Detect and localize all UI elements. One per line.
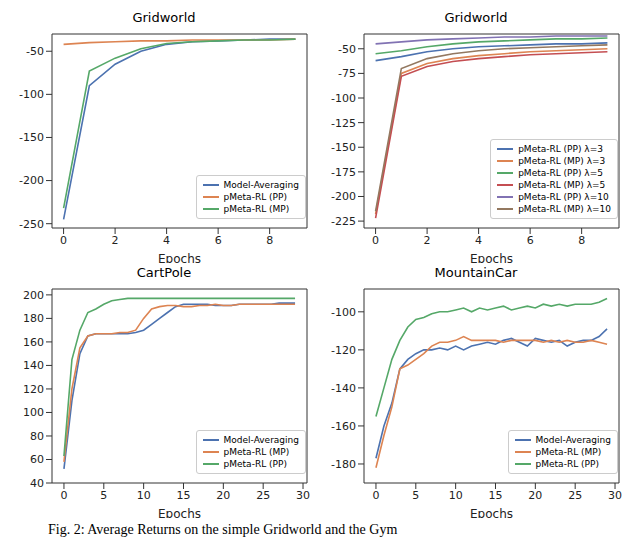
svg-text:2: 2 bbox=[112, 234, 119, 247]
svg-text:120: 120 bbox=[23, 383, 44, 396]
html-text:pMeta-RL (PP): pMeta-RL (PP) bbox=[223, 192, 287, 202]
html-text:pMeta-RL (MP): pMeta-RL (MP) bbox=[223, 447, 290, 457]
html-text:pMeta-RL (MP): pMeta-RL (MP) bbox=[535, 447, 602, 457]
html-text:pMeta-RL (PP) λ=3: pMeta-RL (PP) λ=3 bbox=[518, 144, 603, 154]
svg-text:5: 5 bbox=[412, 489, 419, 502]
svg-text:-175: -175 bbox=[331, 166, 356, 179]
svg-text:100: 100 bbox=[23, 406, 44, 419]
svg-text:Epochs: Epochs bbox=[158, 252, 201, 263]
svg-text:-120: -120 bbox=[331, 344, 356, 357]
svg-text:8: 8 bbox=[578, 234, 585, 247]
html-text:Gridworld: Gridworld bbox=[444, 10, 508, 25]
html-text:Model-Averaging: Model-Averaging bbox=[223, 180, 299, 190]
html-text:pMeta-RL (MP) λ=3: pMeta-RL (MP) λ=3 bbox=[518, 156, 606, 166]
svg-text:6: 6 bbox=[527, 234, 534, 247]
svg-text:-200: -200 bbox=[19, 174, 44, 187]
svg-text:6: 6 bbox=[215, 234, 222, 247]
svg-text:2: 2 bbox=[424, 234, 431, 247]
svg-text:Epochs: Epochs bbox=[470, 252, 513, 263]
svg-text:-125: -125 bbox=[331, 117, 356, 130]
svg-text:4: 4 bbox=[163, 234, 170, 247]
svg-text:-225: -225 bbox=[331, 215, 356, 228]
svg-text:-100: -100 bbox=[331, 306, 356, 319]
svg-text:80: 80 bbox=[30, 430, 44, 443]
html-text:pMeta-RL (PP) λ=5: pMeta-RL (PP) λ=5 bbox=[518, 168, 603, 178]
svg-text:15: 15 bbox=[488, 489, 502, 502]
svg-text:-200: -200 bbox=[331, 190, 356, 203]
html-text:pMeta-RL (MP) λ=5: pMeta-RL (MP) λ=5 bbox=[518, 180, 606, 190]
svg-text:-250: -250 bbox=[19, 218, 44, 231]
svg-text:-50: -50 bbox=[26, 45, 44, 58]
svg-text:0: 0 bbox=[372, 234, 379, 247]
svg-text:0: 0 bbox=[60, 489, 67, 502]
html-text:Gridworld: Gridworld bbox=[132, 10, 196, 25]
html-text:pMeta-RL (MP) λ=10: pMeta-RL (MP) λ=10 bbox=[518, 204, 611, 214]
svg-text:30: 30 bbox=[608, 489, 622, 502]
svg-text:0: 0 bbox=[60, 234, 67, 247]
svg-text:200: 200 bbox=[23, 289, 44, 302]
svg-text:-150: -150 bbox=[19, 131, 44, 144]
svg-text:25: 25 bbox=[568, 489, 582, 502]
svg-text:20: 20 bbox=[216, 489, 230, 502]
svg-text:160: 160 bbox=[23, 336, 44, 349]
html-text:Fig. 2: Average Returns on the: Fig. 2: Average Returns on the simple Gr… bbox=[48, 522, 398, 537]
svg-text:60: 60 bbox=[30, 453, 44, 466]
html-text:pMeta-RL (MP): pMeta-RL (MP) bbox=[223, 204, 290, 214]
html-text:CartPole: CartPole bbox=[136, 265, 192, 280]
svg-text:180: 180 bbox=[23, 312, 44, 325]
svg-text:Epochs: Epochs bbox=[470, 507, 513, 518]
svg-text:0: 0 bbox=[372, 489, 379, 502]
svg-text:10: 10 bbox=[137, 489, 151, 502]
html-text:pMeta-RL (PP) λ=10: pMeta-RL (PP) λ=10 bbox=[518, 192, 609, 202]
svg-text:Epochs: Epochs bbox=[158, 507, 201, 518]
svg-text:25: 25 bbox=[256, 489, 270, 502]
svg-text:10: 10 bbox=[449, 489, 463, 502]
svg-text:-50: -50 bbox=[338, 43, 356, 56]
svg-text:-100: -100 bbox=[331, 92, 356, 105]
svg-text:-140: -140 bbox=[331, 382, 356, 395]
html-text:pMeta-RL (PP): pMeta-RL (PP) bbox=[535, 459, 599, 469]
svg-text:30: 30 bbox=[296, 489, 310, 502]
svg-text:5: 5 bbox=[100, 489, 107, 502]
html-text:MountainCar: MountainCar bbox=[434, 265, 518, 280]
svg-text:15: 15 bbox=[176, 489, 190, 502]
svg-text:8: 8 bbox=[266, 234, 273, 247]
svg-text:-160: -160 bbox=[331, 420, 356, 433]
svg-text:4: 4 bbox=[475, 234, 482, 247]
svg-text:20: 20 bbox=[528, 489, 542, 502]
svg-text:40: 40 bbox=[30, 477, 44, 490]
html-text:Model-Averaging: Model-Averaging bbox=[535, 435, 611, 445]
svg-text:-75: -75 bbox=[338, 67, 356, 80]
html-text:pMeta-RL (PP): pMeta-RL (PP) bbox=[223, 459, 287, 469]
html-text:Model-Averaging: Model-Averaging bbox=[223, 435, 299, 445]
svg-text:-180: -180 bbox=[331, 458, 356, 471]
svg-text:140: 140 bbox=[23, 359, 44, 372]
svg-text:-100: -100 bbox=[19, 88, 44, 101]
svg-text:-150: -150 bbox=[331, 141, 356, 154]
